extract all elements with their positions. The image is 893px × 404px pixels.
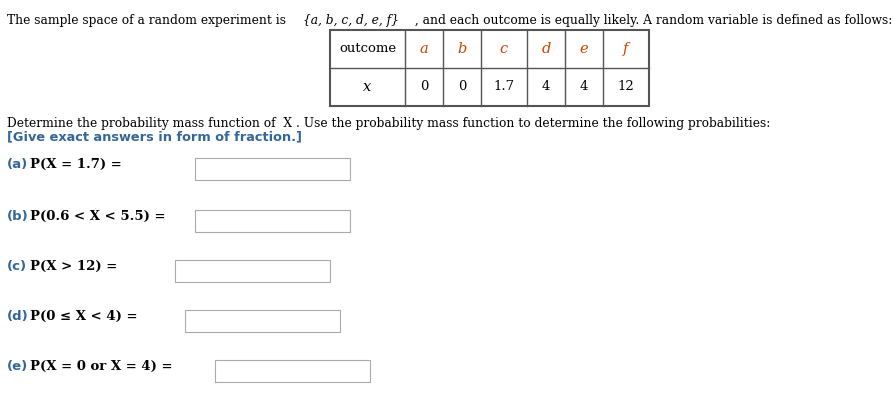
Bar: [330, 30, 649, 106]
Text: e: e: [580, 42, 588, 56]
Text: P(X = 1.7) =: P(X = 1.7) =: [30, 158, 121, 171]
Text: P(0.6 < X < 5.5) =: P(0.6 < X < 5.5) =: [30, 210, 165, 223]
Text: 1.7: 1.7: [494, 80, 514, 93]
Text: 4: 4: [542, 80, 550, 93]
Text: 12: 12: [618, 80, 634, 93]
Text: c: c: [500, 42, 508, 56]
Text: (a): (a): [7, 158, 29, 171]
Text: b: b: [457, 42, 467, 56]
Text: The sample space of a random experiment is: The sample space of a random experiment …: [7, 14, 294, 27]
Text: 4: 4: [580, 80, 588, 93]
Bar: [175, 260, 330, 282]
Text: 0: 0: [458, 80, 466, 93]
Bar: [195, 158, 350, 180]
Text: (b): (b): [7, 210, 29, 223]
Text: f: f: [623, 42, 629, 56]
Text: (e): (e): [7, 360, 29, 373]
Bar: [215, 360, 370, 382]
Text: x: x: [363, 80, 371, 94]
Text: Determine the probability mass function of  X . Use the probability mass functio: Determine the probability mass function …: [7, 117, 771, 130]
Text: 0: 0: [420, 80, 428, 93]
Text: (d): (d): [7, 310, 29, 323]
Text: P(X = 0 or X = 4) =: P(X = 0 or X = 4) =: [30, 360, 172, 373]
Text: (c): (c): [7, 260, 27, 273]
Text: [Give exact answers in form of fraction.]: [Give exact answers in form of fraction.…: [7, 130, 302, 143]
Text: P(X > 12) =: P(X > 12) =: [30, 260, 117, 273]
Text: P(0 ≤ X < 4) =: P(0 ≤ X < 4) =: [30, 310, 138, 323]
Text: {a, b, c, d, e, f}: {a, b, c, d, e, f}: [303, 14, 399, 27]
Text: d: d: [541, 42, 551, 56]
Bar: [195, 210, 350, 232]
Text: outcome: outcome: [339, 42, 396, 55]
Text: , and each outcome is equally likely. A random variable is defined as follows:: , and each outcome is equally likely. A …: [411, 14, 892, 27]
Bar: [185, 310, 340, 332]
Text: a: a: [420, 42, 429, 56]
